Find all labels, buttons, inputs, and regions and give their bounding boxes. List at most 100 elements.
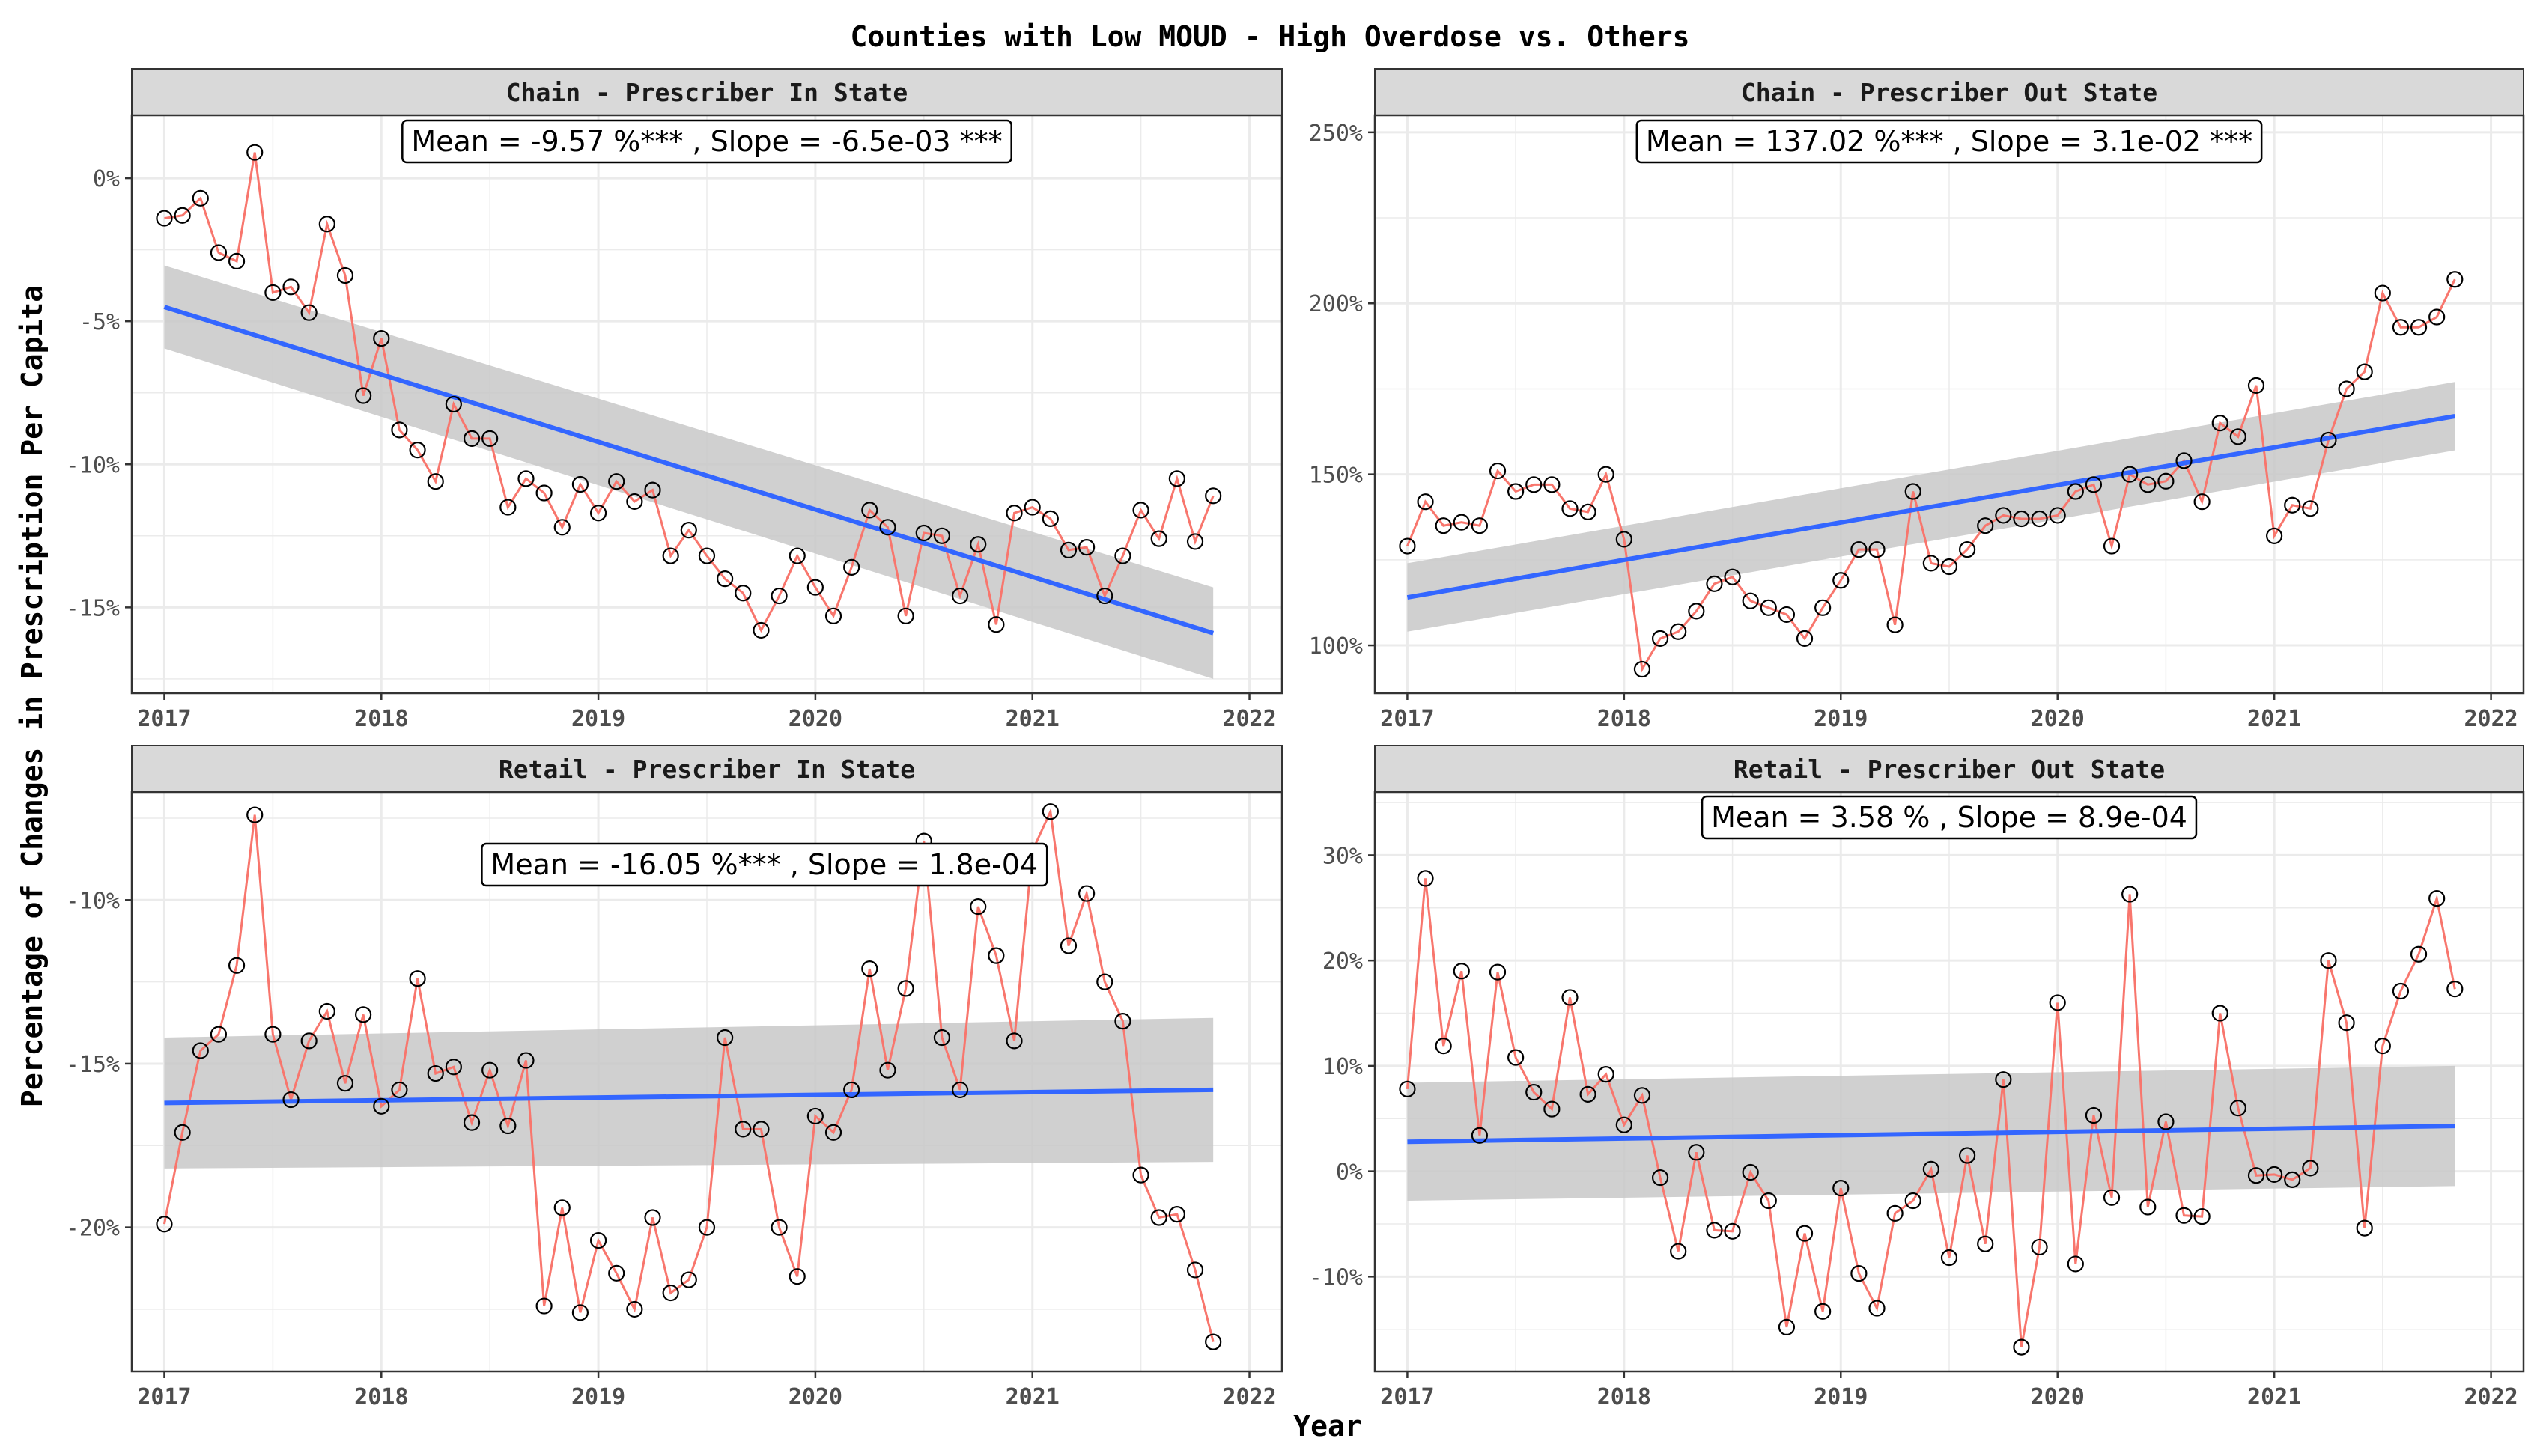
data-point	[2085, 476, 2103, 493]
data-point	[1904, 1192, 1921, 1210]
panel-3: Retail - Prescriber In State -10% -15% -20%…	[66, 745, 1283, 1410]
data-point	[806, 1107, 824, 1125]
data-point	[2031, 1238, 2048, 1256]
data-point	[2356, 363, 2373, 380]
x-tick-label: 2021	[1006, 706, 1060, 732]
data-point	[1205, 1333, 1222, 1350]
data-point	[1706, 1222, 1723, 1239]
data-point	[1543, 476, 1561, 493]
data-point	[1615, 1116, 1632, 1133]
data-point	[644, 1209, 661, 1226]
data-point	[264, 1026, 282, 1043]
data-point	[970, 898, 987, 916]
panel-4: Retail - Prescriber Out State 30% 20% 10% 0%…	[1309, 745, 2525, 1410]
data-point	[300, 304, 318, 321]
data-point	[1977, 1235, 1994, 1252]
data-point	[355, 1006, 372, 1023]
annotation-text: Mean = 3.58 % , Slope = 8.9e-04	[1711, 801, 2187, 834]
data-point	[174, 207, 191, 224]
data-point	[735, 585, 752, 602]
data-point	[1688, 1144, 1705, 1161]
data-point	[210, 244, 228, 261]
panel-1: Chain - Prescriber In State 0% -5% -10% -15%…	[66, 68, 1283, 732]
data-point	[192, 189, 209, 207]
trend-line	[1407, 1124, 2455, 1145]
data-point	[1435, 1038, 1452, 1055]
x-tick-label: 2021	[2247, 706, 2301, 732]
data-point	[1832, 1180, 1850, 1197]
data-point	[1417, 493, 1434, 511]
data-point	[1489, 462, 1507, 480]
data-point	[970, 536, 987, 553]
data-point	[1078, 538, 1096, 556]
annotation-label: Mean = 3.58 % , Slope = 8.9e-04	[1701, 795, 2198, 840]
data-point	[2067, 1255, 2084, 1273]
data-point	[1633, 660, 1651, 678]
data-point	[1651, 1169, 1669, 1187]
data-point	[843, 558, 860, 576]
data-point	[662, 1284, 679, 1302]
data-point	[318, 1002, 335, 1020]
data-point	[753, 1121, 770, 1138]
facet-strip	[1374, 745, 2524, 793]
data-point	[2211, 1005, 2228, 1022]
data-point	[1850, 541, 1868, 558]
data-point	[1940, 1249, 1958, 1267]
data-point	[2266, 527, 2283, 544]
data-point	[156, 210, 173, 227]
annotation-box	[1635, 119, 2263, 164]
data-point	[1670, 1243, 1687, 1260]
data-point	[1042, 510, 1059, 527]
data-point	[2374, 1038, 2391, 1055]
data-point	[1168, 470, 1185, 487]
x-axis-label: Year	[1293, 1410, 1362, 1443]
x-tick-label: 2017	[1380, 706, 1434, 732]
trend-line	[164, 1087, 1214, 1106]
data-point	[1742, 1163, 1759, 1181]
panel-2: Chain - Prescriber Out State 100% 150% 200%…	[1309, 68, 2525, 732]
data-point	[174, 1124, 191, 1141]
data-point	[1186, 533, 1204, 550]
data-point	[2013, 1338, 2030, 1356]
x-tick-label: 2021	[2247, 1384, 2301, 1410]
data-point	[1435, 517, 1452, 534]
data-point	[517, 470, 535, 487]
data-point	[2031, 510, 2048, 528]
annotation-box	[481, 842, 1048, 887]
data-point	[336, 266, 354, 284]
data-point	[1633, 1087, 1651, 1104]
data-point	[427, 1064, 444, 1082]
data-point	[1651, 630, 1669, 648]
data-point	[1977, 517, 1994, 534]
data-point	[2157, 472, 2175, 490]
data-point	[2229, 1100, 2246, 1117]
data-point	[1886, 616, 1904, 633]
data-point	[988, 616, 1005, 633]
data-point	[626, 493, 643, 511]
x-tick-label: 2017	[1380, 1384, 1434, 1410]
series-line	[1406, 878, 2456, 1347]
data-point	[2392, 319, 2410, 336]
data-point	[717, 570, 734, 588]
data-point	[2121, 466, 2139, 483]
data-point	[1796, 630, 1814, 648]
data-point	[2103, 537, 2121, 555]
panels: Chain - Prescriber In State 0% -5% -10% -15%…	[66, 68, 2525, 1410]
data-point	[228, 957, 246, 974]
data-point	[1561, 500, 1579, 517]
data-point	[806, 579, 824, 596]
annotation-box	[401, 119, 1012, 164]
data-point	[1814, 1303, 1832, 1320]
panel-border	[1373, 114, 2525, 695]
data-point	[1922, 1160, 1939, 1178]
y-tick-label: -5%	[79, 309, 120, 335]
y-tick-label: -10%	[1309, 1264, 1363, 1291]
y-tick-label: -10%	[66, 452, 120, 478]
data-point	[1471, 517, 1488, 534]
data-point	[2338, 1014, 2355, 1032]
panel-border	[130, 791, 1283, 1373]
data-point	[2374, 284, 2391, 302]
data-point	[1832, 572, 1850, 589]
data-point	[717, 1029, 734, 1047]
data-point	[481, 1061, 499, 1079]
